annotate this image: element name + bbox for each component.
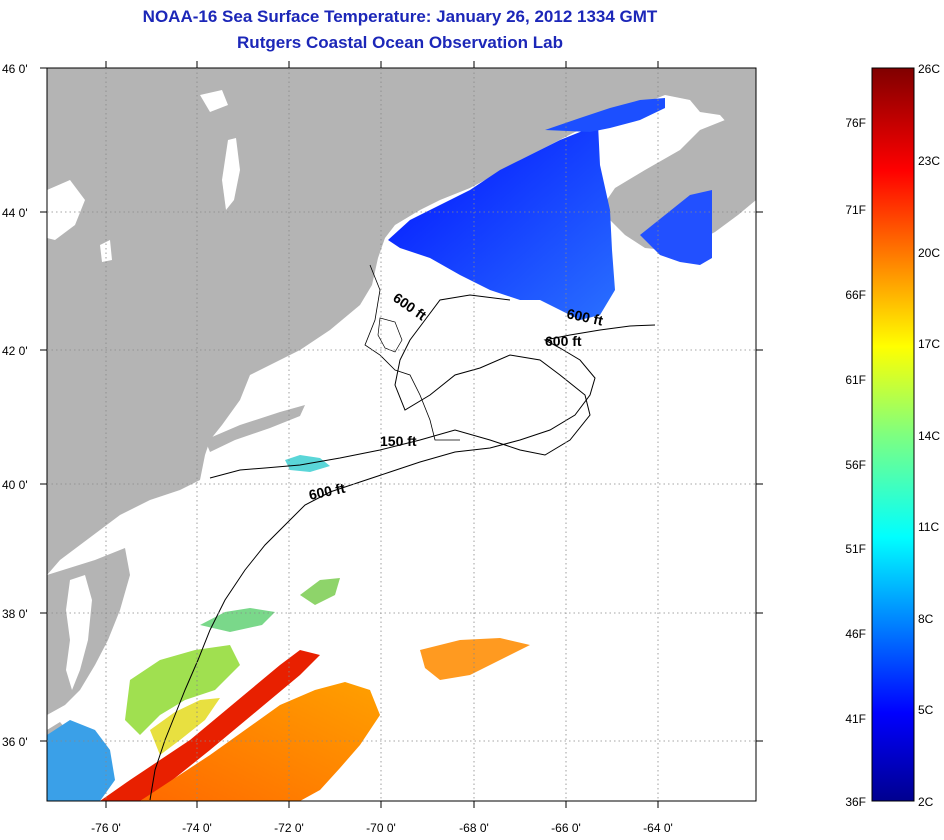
colorbar-c-23: 23C [918, 154, 940, 168]
lon-label-70: -70 0' [366, 821, 396, 835]
sst-gulf-of-maine [388, 124, 615, 320]
contour-label-150ft: 150 ft [380, 433, 417, 449]
contour-gom-inner [364, 264, 460, 441]
colorbar-f-76: 76F [845, 116, 866, 130]
lon-label-74: -74 0' [182, 821, 212, 835]
lon-label-68: -68 0' [459, 821, 489, 835]
colorbar-f-56: 56F [845, 458, 866, 472]
sst-green-patch [300, 578, 340, 605]
lat-label-44: 44 0' [2, 206, 28, 220]
map-title: NOAA-16 Sea Surface Temperature: January… [142, 7, 658, 26]
lake-oneida [100, 240, 112, 262]
colorbar-c-20: 20C [918, 246, 940, 260]
sst-gulf-stream-red [100, 650, 320, 801]
water-chesapeake [66, 575, 92, 690]
map-subtitle: Rutgers Coastal Ocean Observation Lab [237, 33, 563, 52]
colorbar-c-8: 8C [918, 612, 934, 626]
colorbar-c-26: 26C [918, 62, 940, 76]
colorbar-c-17: 17C [918, 337, 940, 351]
colorbar-c-11: 11C [918, 520, 939, 534]
colorbar-f-51: 51F [845, 542, 866, 556]
lat-label-36: 36 0' [2, 735, 28, 749]
land-long-island [205, 405, 305, 452]
colorbar [871, 67, 915, 802]
lon-label-64: -64 0' [643, 821, 673, 835]
lake-champlain [222, 138, 240, 210]
sst-scotian-shelf [640, 190, 712, 265]
land-nova-scotia [600, 120, 756, 250]
lat-label-40: 40 0' [2, 478, 28, 492]
colorbar-f-66: 66F [845, 288, 866, 302]
lat-label-38: 38 0' [2, 607, 28, 621]
map-frame [46, 67, 757, 802]
colorbar-f-61: 61F [845, 373, 866, 387]
sst-green-patch-2 [200, 608, 275, 632]
lon-label-76: -76 0' [91, 821, 121, 835]
contour-label-600ft-shelf: 600 ft [307, 480, 346, 503]
lake-ontario-edge [47, 180, 85, 240]
colorbar-f-36: 36F [845, 795, 866, 809]
lon-label-72: -72 0' [274, 821, 304, 835]
colorbar-f-71: 71F [845, 203, 866, 217]
contour-600ft [149, 324, 656, 801]
sst-bay-of-fundy [545, 98, 665, 132]
axis-ticks [40, 61, 763, 808]
sst-east-orange [420, 638, 530, 680]
colorbar-f-46: 46F [845, 627, 866, 641]
sst-shelf-yellow [150, 698, 220, 755]
sst-nearshore-blue [47, 720, 115, 801]
contour-label-600ft-georges-n: 600 ft [565, 305, 604, 328]
contour-label-600ft-georges-e: 600 ft [545, 333, 582, 349]
colorbar-f-41: 41F [845, 712, 866, 726]
colorbar-c-2: 2C [918, 795, 934, 809]
lake-winnipesaukee [200, 90, 228, 112]
graticule [47, 68, 756, 801]
colorbar-c-14: 14C [918, 429, 940, 443]
lon-label-66: -66 0' [551, 821, 581, 835]
contour-150ft [209, 294, 591, 479]
colorbar-c-5: 5C [918, 703, 934, 717]
sst-shelf-green [125, 645, 240, 735]
land-cape-cod [377, 317, 403, 353]
lat-label-46: 46 0' [2, 62, 28, 76]
lat-label-42: 42 0' [2, 344, 28, 358]
sst-warm-orange [140, 682, 380, 801]
